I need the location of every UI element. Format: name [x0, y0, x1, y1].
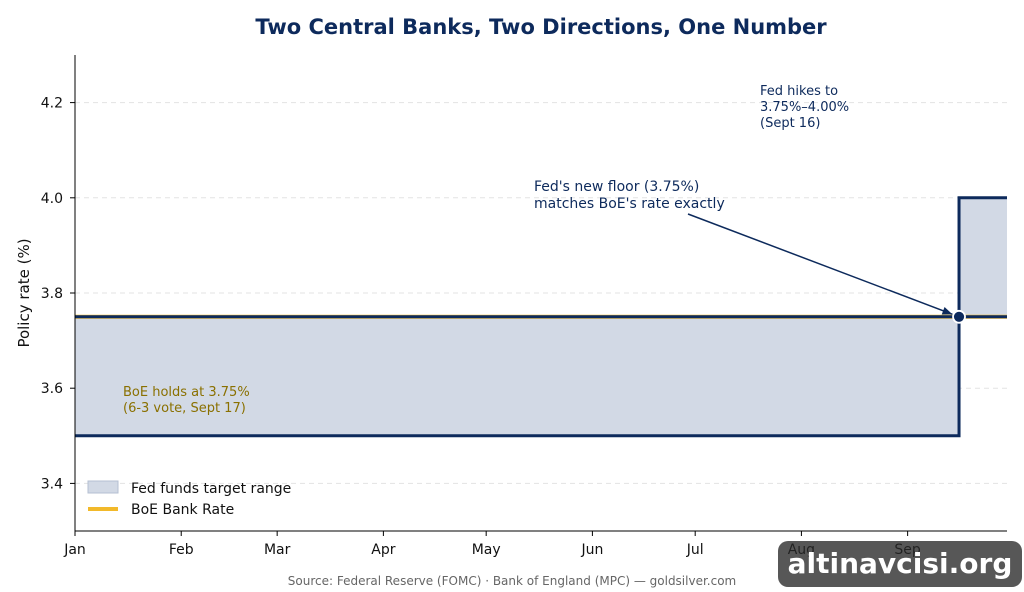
x-tick-label: Jan: [63, 542, 86, 558]
chart-title: Two Central Banks, Two Directions, One N…: [255, 15, 827, 39]
x-tick-label: Mar: [264, 542, 291, 558]
fed-range-outline: [75, 196, 1007, 438]
y-tick-label: 3.6: [41, 381, 63, 397]
annotation-boe-hold-line: BoE holds at 3.75%: [123, 385, 250, 400]
floor-marker-dot: [952, 309, 966, 324]
annotation-floor-line: matches BoE's rate exactly: [534, 196, 725, 212]
source-note: Source: Federal Reserve (FOMC) · Bank of…: [288, 574, 737, 588]
annotation-boe-hold: BoE holds at 3.75% (6-3 vote, Sept 17): [123, 385, 250, 416]
annotation-floor: Fed's new floor (3.75%) matches BoE's ra…: [534, 179, 725, 212]
legend-fed-swatch: [87, 480, 119, 494]
watermark: altinavcisi.org: [778, 541, 1022, 587]
x-tick-label: Jun: [580, 542, 603, 558]
annotation-fed-hike-line: (Sept 16): [760, 116, 820, 131]
legend-boe-label: BoE Bank Rate: [131, 502, 234, 518]
x-ticks: JanFebMarAprMayJunJulAugSep: [63, 531, 921, 558]
fed-range-fill: [75, 197, 1007, 436]
x-tick-label: Jul: [686, 542, 704, 558]
y-tick-label: 3.8: [41, 286, 63, 302]
x-tick-label: May: [472, 542, 501, 558]
floor-marker: [952, 309, 966, 324]
y-tick-label: 4.0: [41, 191, 63, 207]
annotation-boe-hold-line: (6-3 vote, Sept 17): [123, 401, 246, 416]
annotation-fed-hike-line: Fed hikes to: [760, 84, 838, 99]
y-ticks: 3.4 3.6 3.8 4.0 4.2: [41, 96, 75, 492]
x-tick-label: Apr: [371, 542, 395, 558]
annotation-arrow: [687, 213, 953, 316]
annotation-fed-hike-line: 3.75%–4.00%: [760, 100, 849, 115]
legend-fed-label: Fed funds target range: [131, 481, 291, 497]
y-tick-label: 4.2: [41, 96, 63, 112]
y-tick-label: 3.4: [41, 476, 63, 492]
fed-lower-bound-line: [75, 315, 1007, 438]
annotation-fed-hike: Fed hikes to 3.75%–4.00% (Sept 16): [760, 84, 849, 131]
legend: Fed funds target range BoE Bank Rate: [87, 480, 291, 518]
fed-upper-bound-line: [75, 196, 1007, 319]
x-tick-label: Feb: [169, 542, 194, 558]
annotation-arrow-head: [941, 307, 953, 315]
annotation-floor-line: Fed's new floor (3.75%): [534, 179, 699, 195]
y-axis-label: Policy rate (%): [15, 238, 33, 347]
fed-range-band: [75, 316, 960, 436]
fed-range-band: [959, 197, 1007, 317]
annotation-arrow-line: [687, 213, 953, 316]
